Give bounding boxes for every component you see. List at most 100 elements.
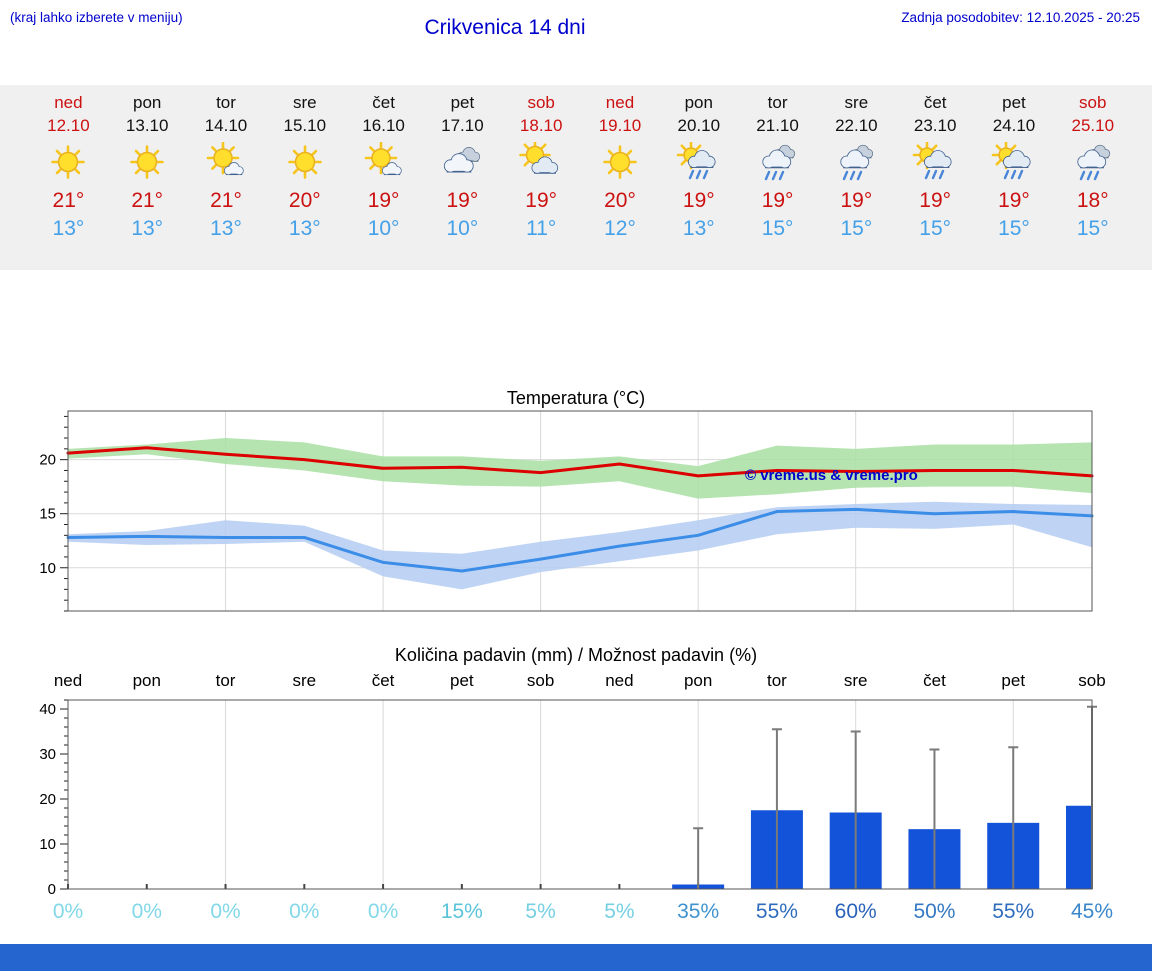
day-date: 25.10 (1071, 116, 1115, 135)
precip-ytick-label: 30 (39, 746, 56, 763)
top-bar: (kraj lahko izberete v meniju) Crikvenic… (0, 0, 1152, 85)
high-temp: 19° (682, 189, 715, 212)
precip-probability: 0% (53, 900, 83, 923)
forecast-day-25.10: sob 25.10 18° 15° (1053, 85, 1132, 270)
temp-ytick-label: 15 (39, 506, 56, 523)
low-temp: 13° (131, 217, 164, 240)
high-temp: 18° (1076, 189, 1109, 212)
precip-probability: 35% (677, 900, 719, 923)
low-temp: 10° (367, 217, 400, 240)
day-name: pon (684, 93, 713, 112)
rain-icon (1069, 142, 1117, 182)
watermark-link[interactable]: © vreme.us & vreme.pro (745, 467, 918, 484)
sun-rain-icon (675, 142, 723, 182)
day-name: ned (605, 93, 635, 112)
day-name: sob (1079, 93, 1107, 112)
page-title: Crikvenica 14 dni (424, 16, 586, 39)
forecast-day-20.10: pon 20.10 19° 13° (659, 85, 738, 270)
low-temp: 13° (210, 217, 242, 240)
precip-day-label: sre (292, 671, 316, 690)
forecast-day-17.10: pet 17.10 19° 10° (423, 85, 502, 270)
high-temp: 19° (446, 189, 479, 212)
forecast-day-13.10: pon 13.10 21° 13° (108, 85, 187, 270)
forecast-day-22.10: sre 22.10 19° 15° (817, 85, 896, 270)
forecast-strip: ned 12.10 21° 13° pon 13.10 21° 13° tor 14.10 21° 1… (0, 85, 1152, 270)
sun-cloud-icon (517, 142, 565, 182)
sun-icon (44, 142, 92, 182)
precip-ytick-label: 20 (39, 791, 56, 808)
day-name: čet (372, 93, 395, 112)
day-date: 24.10 (992, 116, 1036, 135)
low-temp: 13° (682, 217, 715, 240)
sun-icon (123, 142, 171, 182)
menu-note: (kraj lahko izberete v meniju) (10, 10, 183, 25)
precip-day-label: tor (767, 671, 787, 690)
precip-probability: 0% (368, 900, 398, 923)
precip-probability: 55% (992, 900, 1034, 923)
day-name: sre (292, 93, 317, 112)
precipitation-chart: ned pon tor sre čet pet sob ned pon tor sre čet pet s… (0, 666, 1152, 930)
precip-day-label: čet (372, 671, 395, 690)
day-date: 18.10 (519, 116, 563, 135)
day-date: 21.10 (756, 116, 799, 135)
day-name: ned (54, 93, 83, 112)
precip-day-label: ned (605, 671, 633, 690)
low-temp: 13° (52, 217, 85, 240)
forecast-day-14.10: tor 14.10 21° 13° (187, 85, 266, 270)
day-name: sre (844, 93, 869, 112)
high-temp: 19° (998, 189, 1030, 212)
sun-icon (281, 142, 329, 182)
day-date: 12.10 (47, 116, 90, 135)
day-name: čet (923, 93, 947, 112)
precip-day-label: ned (54, 671, 82, 690)
day-date: 20.10 (677, 116, 721, 135)
low-temp: 11° (526, 217, 557, 240)
low-temp: 12° (604, 217, 636, 240)
day-name: pon (133, 93, 162, 112)
low-temp: 10° (446, 217, 479, 240)
day-name: pet (450, 93, 475, 112)
high-temp: 21° (52, 189, 85, 212)
precip-probability: 5% (604, 900, 634, 923)
sun-icon (596, 142, 644, 182)
precip-bar (1066, 805, 1092, 889)
forecast-day-18.10: sob 18.10 19° 11° (502, 85, 581, 270)
day-date: 14.10 (204, 116, 248, 135)
forecast-day-12.10: ned 12.10 21° 13° (29, 85, 108, 270)
precip-day-label: sre (844, 671, 868, 690)
high-temp: 19° (525, 189, 558, 212)
precip-ytick-label: 10 (39, 836, 56, 853)
rain-icon (754, 142, 802, 182)
temp-ytick-label: 10 (39, 560, 56, 577)
sun-small-cloud-icon (202, 142, 250, 182)
precip-day-label: pon (133, 671, 161, 690)
precip-ytick-label: 0 (48, 881, 56, 898)
precip-day-label: sob (527, 671, 554, 690)
precip-probability: 0% (132, 900, 162, 923)
high-temp: 20° (604, 189, 636, 212)
high-temp: 21° (131, 189, 164, 212)
forecast-day-23.10: čet 23.10 19° 15° (896, 85, 975, 270)
precip-probability: 60% (835, 900, 877, 923)
temperature-chart-title: Temperatura (°C) (506, 388, 646, 408)
forecast-day-21.10: tor 21.10 19° 15° (738, 85, 817, 270)
low-temp: 13° (288, 217, 321, 240)
precip-day-label: sob (1078, 671, 1105, 690)
precip-probability: 55% (756, 900, 798, 923)
low-temp: 15° (998, 217, 1030, 240)
precipitation-chart-title: Količina padavin (mm) / Možnost padavin … (394, 645, 758, 665)
day-name: pet (1002, 93, 1026, 112)
temp-line (66, 446, 1094, 478)
precip-day-label: tor (216, 671, 236, 690)
high-temp: 19° (919, 189, 952, 212)
high-temp: 19° (761, 189, 794, 212)
day-date: 13.10 (125, 116, 169, 135)
high-temp: 20° (288, 189, 321, 212)
high-temp: 19° (840, 189, 873, 212)
precip-day-label: pet (450, 671, 474, 690)
sun-rain-icon (990, 142, 1038, 182)
precip-day-label: pon (684, 671, 712, 690)
temp-band (68, 501, 1092, 590)
rain-icon (832, 142, 880, 182)
sun-rain-icon (911, 142, 959, 182)
